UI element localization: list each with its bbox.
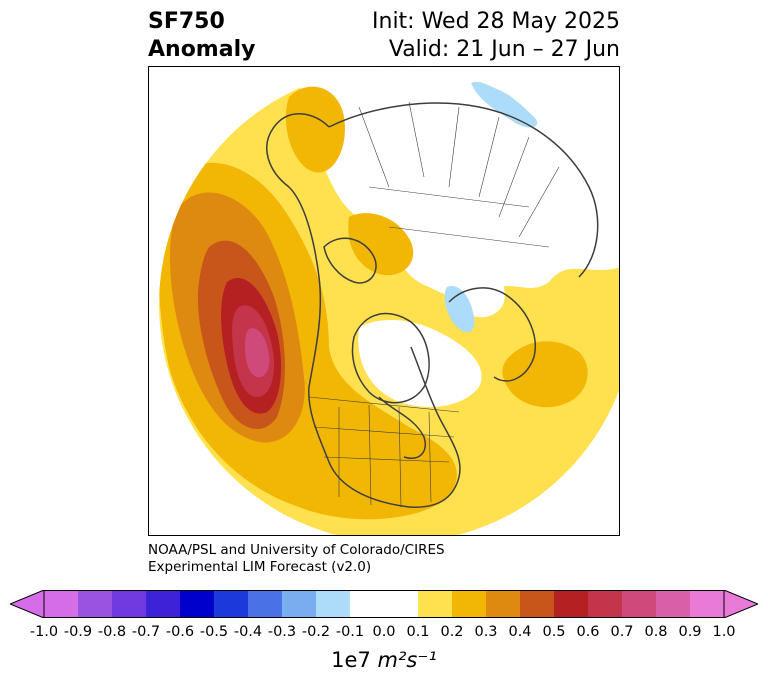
anomaly-negative-barents <box>444 286 475 333</box>
colorbar-tick-label: -0.3 <box>267 624 297 640</box>
colorbar-tick-label: -0.2 <box>301 624 331 640</box>
colorbar-segment <box>622 590 657 618</box>
colorbar-segment <box>44 590 79 618</box>
colorbar-segment <box>248 590 283 618</box>
colorbar-tick-label: 0.4 <box>508 624 532 640</box>
anomaly-neutral-pole <box>358 320 482 407</box>
colorbar-extend-low <box>10 590 45 618</box>
colorbar-tick-label: -0.4 <box>233 624 263 640</box>
coastline-europe <box>448 287 536 382</box>
colorbar-tick-label: -0.1 <box>335 624 365 640</box>
colorbar-tick-label: 0.7 <box>610 624 634 640</box>
colorbar-tick-label: -1.0 <box>29 624 59 640</box>
anomaly-map <box>148 66 620 536</box>
colorbar-outline <box>43 590 725 618</box>
colorbar-tick-label: -0.8 <box>97 624 127 640</box>
colorbar-segment <box>180 590 215 618</box>
anomaly-contour-0.2-greenland <box>285 86 345 173</box>
colorbar-segment <box>384 590 419 618</box>
anomaly-negative-siberia <box>471 81 538 128</box>
coastline-asia <box>328 102 599 278</box>
colorbar-segment <box>146 590 181 618</box>
colorbar-tick-label: 0.0 <box>372 624 396 640</box>
coastline-canada-islands <box>323 237 377 284</box>
colorbar-tick-label: -0.7 <box>131 624 161 640</box>
credit-text: NOAA/PSL and University of Colorado/CIRE… <box>148 542 445 576</box>
colorbar-segment <box>350 590 385 618</box>
coastline-greenland <box>351 312 430 404</box>
colorbar-segment <box>282 590 317 618</box>
colorbar-segment <box>78 590 113 618</box>
units-prefix: 1e7 <box>331 648 378 672</box>
colorbar-segment <box>588 590 623 618</box>
colorbar-extend-high <box>723 590 758 618</box>
colorbar-tick-label: 0.5 <box>542 624 566 640</box>
colorbar-segment <box>316 590 351 618</box>
init-date: Init: Wed 28 May 2025 <box>372 9 620 34</box>
coastline-north-america <box>288 186 461 508</box>
colorbar-units: 1e7 m²s⁻¹ <box>0 648 768 672</box>
forecast-dates: Init: Wed 28 May 2025 Valid: 21 Jun – 27… <box>372 8 620 64</box>
credit-line-1: NOAA/PSL and University of Colorado/CIRE… <box>148 542 445 558</box>
colorbar-tick-label: 1.0 <box>712 624 736 640</box>
colorbar-segment <box>214 590 249 618</box>
colorbar-tick-label: 0.9 <box>678 624 702 640</box>
colorbar-tick-label: 0.3 <box>474 624 498 640</box>
political-borders <box>308 101 560 508</box>
colorbar-tick-label: 0.6 <box>576 624 600 640</box>
colorbar <box>10 590 758 618</box>
anomaly-contour-0.2-europe <box>502 341 588 408</box>
colorbar-segment <box>520 590 555 618</box>
coastline-hudson <box>378 396 426 459</box>
colorbar-segment <box>418 590 453 618</box>
colorbar-tick-label: -0.9 <box>63 624 93 640</box>
colorbar-segment <box>656 590 691 618</box>
colorbar-segments <box>44 590 725 618</box>
anomaly-contour-0.2-arctic <box>348 213 414 276</box>
colorbar-segment <box>112 590 147 618</box>
title-type: Anomaly <box>148 37 256 62</box>
colorbar-tick-label: 0.2 <box>440 624 464 640</box>
colorbar-segment <box>486 590 521 618</box>
map-title: SF750 Anomaly <box>148 8 255 64</box>
colorbar-segment <box>452 590 487 618</box>
map-canvas <box>159 67 619 535</box>
colorbar-segment <box>690 590 725 618</box>
colorbar-tick-label: -0.5 <box>199 624 229 640</box>
anomaly-neutral-zone <box>299 67 619 300</box>
valid-period: Valid: 21 Jun – 27 Jun <box>388 37 620 62</box>
coastline-alaska <box>266 113 330 188</box>
credit-line-2: Experimental LIM Forecast (v2.0) <box>148 559 372 575</box>
colorbar-tick-label: -0.6 <box>165 624 195 640</box>
title-variable: SF750 <box>148 9 225 34</box>
units-value: m²s⁻¹ <box>377 648 437 672</box>
colorbar-tick-label: 0.8 <box>644 624 668 640</box>
colorbar-tick-label: 0.1 <box>406 624 430 640</box>
colorbar-segment <box>554 590 589 618</box>
anomaly-contour-0.7 <box>245 328 270 378</box>
colorbar-ticks: -1.0 -0.9 -0.8 -0.7 -0.6 -0.5 -0.4 -0.3 -0.2 -0.1… <box>0 624 768 644</box>
coastlines <box>266 102 599 508</box>
